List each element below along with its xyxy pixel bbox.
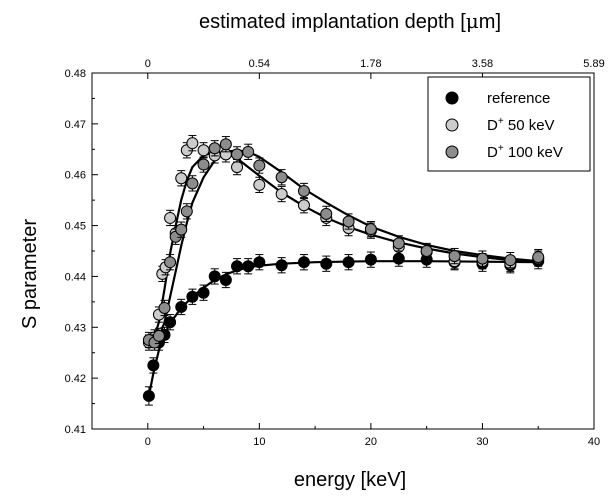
data-point: [147, 359, 160, 372]
data-point: [320, 257, 333, 270]
data-point: [532, 251, 545, 264]
top-axis-title-suffix: m]: [479, 11, 501, 33]
y-tick-label: 0.41: [65, 424, 86, 436]
top-tick-label: 0: [145, 58, 151, 70]
data-point: [152, 329, 165, 342]
legend-label: reference: [487, 90, 550, 107]
legend-marker: [445, 91, 459, 105]
svg-text:estimated implantation depth [: estimated implantation depth [μm]: [199, 9, 501, 33]
data-point: [242, 145, 255, 158]
data-point: [275, 171, 288, 184]
data-point: [164, 211, 177, 224]
y-tick-label: 0.46: [65, 170, 86, 182]
data-point: [208, 270, 221, 283]
data-point: [420, 245, 433, 257]
data-point: [219, 273, 232, 286]
data-point: [197, 286, 210, 299]
y-tick-label: 0.45: [65, 221, 86, 233]
y-tick-label: 0.42: [65, 373, 86, 385]
legend-marker: [445, 145, 459, 159]
data-point: [275, 259, 288, 272]
legend: reference D+ 50 keV D+ 100 keV: [427, 76, 591, 172]
y-axis-title: S parameter: [19, 219, 41, 329]
data-point: [476, 252, 489, 265]
data-point: [142, 389, 155, 402]
y-tick-label: 0.48: [65, 68, 86, 80]
axes-layer: 0 10 20 30 40 0.41 0.42 0.43 0.44 0.45 0.46 0.47 0.4…: [65, 58, 605, 448]
data-point: [175, 223, 188, 236]
data-point: [364, 253, 377, 266]
data-point: [186, 290, 199, 303]
data-point: [208, 142, 221, 155]
data-point: [297, 184, 310, 197]
x-tick-label: 0: [145, 436, 151, 448]
fit-curve: [148, 149, 539, 344]
data-point: [219, 138, 232, 151]
y-tick-label: 0.47: [65, 119, 86, 131]
data-point: [175, 300, 188, 313]
data-point: [186, 177, 199, 190]
data-point: [164, 256, 177, 269]
fit-curve: [148, 150, 539, 346]
data-point: [297, 256, 310, 269]
data-point: [158, 301, 171, 314]
data-point: [253, 178, 266, 191]
data-point: [175, 172, 188, 185]
top-tick-label: 5.89: [583, 58, 604, 70]
data-point: [231, 260, 244, 273]
x-tick-label: 30: [476, 436, 488, 448]
data-point: [253, 159, 266, 172]
top-axis-title-prefix: estimated implantation depth [: [199, 11, 466, 33]
fit-curves: [147, 149, 539, 397]
top-axis-title-symbol: μ: [466, 9, 479, 33]
data-point: [392, 237, 405, 250]
data-point: [197, 158, 210, 171]
data-points: [142, 135, 545, 406]
data-point: [275, 188, 288, 201]
data-point: [320, 207, 333, 220]
legend-marker: [445, 118, 459, 132]
y-tick-label: 0.43: [65, 322, 86, 334]
data-point: [342, 256, 355, 269]
data-point: [448, 250, 461, 263]
data-point: [180, 205, 193, 218]
data-point: [231, 161, 244, 174]
legend-label: D+ 100 keV: [487, 143, 563, 161]
data-point: [231, 148, 244, 161]
x-tick-label: 40: [588, 436, 600, 448]
data-point: [197, 144, 210, 157]
data-point: [504, 254, 517, 267]
top-tick-label: 1.78: [360, 58, 381, 70]
data-point: [164, 316, 177, 329]
top-axis-title: estimated implantation depth [μm]: [199, 9, 501, 33]
data-point: [364, 223, 377, 236]
legend-label: D+ 50 keV: [487, 116, 555, 134]
fit-curve: [147, 260, 539, 397]
top-tick-label: 3.58: [472, 58, 493, 70]
data-point: [342, 215, 355, 228]
top-tick-label: 0.54: [249, 58, 270, 70]
data-point: [242, 260, 255, 273]
y-tick-label: 0.44: [65, 271, 86, 283]
x-axis-title: energy [keV]: [294, 469, 406, 491]
data-point: [186, 137, 199, 150]
x-tick-label: 10: [253, 436, 265, 448]
x-tick-label: 20: [365, 436, 377, 448]
data-point: [253, 256, 266, 269]
data-point: [297, 199, 310, 212]
